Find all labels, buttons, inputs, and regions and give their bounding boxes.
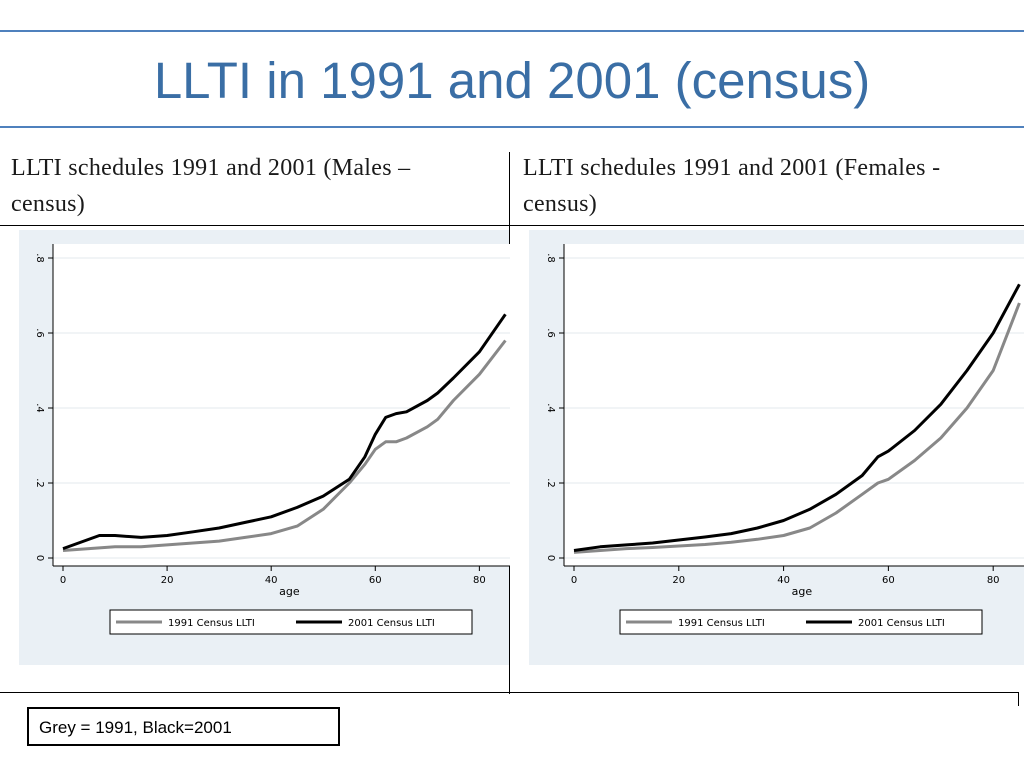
y-tick-label-females-1: .2 bbox=[545, 478, 556, 488]
y-tick-label-females-0: 0 bbox=[545, 555, 556, 561]
slide-title: LLTI in 1991 and 2001 (census) bbox=[153, 52, 871, 109]
legend-box-females bbox=[619, 609, 983, 635]
panel-title-males: LLTI schedules 1991 and 2001 (Males – ce… bbox=[11, 150, 410, 222]
panel-bottom-rule bbox=[0, 692, 1018, 693]
chart-females: 0 .2 .4 .6 .8 0 20 40 60 80 age 1991 Census LLTI 200… bbox=[545, 244, 1024, 635]
y-tick-label-females-2: .4 bbox=[545, 403, 556, 413]
y-tick-label-males-2: .4 bbox=[34, 403, 45, 413]
x-tick-label-males-0: 0 bbox=[60, 575, 66, 586]
title-rule-bottom bbox=[0, 126, 1024, 128]
panel-title-females-line1: LLTI schedules 1991 and 2001 (Females - bbox=[523, 155, 941, 181]
title-rule-top bbox=[0, 30, 1024, 32]
y-tick-label-males-4: .8 bbox=[34, 253, 45, 263]
plot-area-females bbox=[564, 244, 1024, 566]
y-tick-label-males-0: 0 bbox=[34, 555, 45, 561]
panel-divider-horizontal bbox=[0, 225, 1024, 226]
x-tick-label-males-1: 20 bbox=[161, 575, 174, 586]
panel-title-females: LLTI schedules 1991 and 2001 (Females - … bbox=[523, 150, 940, 222]
legend-label-males-1: 2001 Census LLTI bbox=[348, 618, 435, 629]
x-axis-label-males: age bbox=[279, 585, 300, 598]
x-tick-label-females-2: 40 bbox=[777, 575, 790, 586]
panel-title-males-line2: census) bbox=[11, 191, 86, 217]
chart-males: 0 .2 .4 .6 .8 0 20 40 60 80 age 1991 Census LLTI 200… bbox=[34, 244, 510, 635]
x-tick-label-females-4: 80 bbox=[987, 575, 1000, 586]
series-line-females-2001 bbox=[573, 283, 1021, 552]
series-line-males-2001 bbox=[62, 313, 507, 551]
series-line-males-1991 bbox=[62, 339, 507, 552]
legend-box-males bbox=[109, 609, 473, 635]
x-tick-label-females-1: 20 bbox=[672, 575, 685, 586]
y-tick-label-females-4: .8 bbox=[545, 253, 556, 263]
x-tick-label-males-4: 80 bbox=[473, 575, 486, 586]
legend-label-females-0: 1991 Census LLTI bbox=[678, 618, 765, 629]
y-tick-label-females-3: .6 bbox=[545, 328, 556, 338]
legend-label-females-1: 2001 Census LLTI bbox=[858, 618, 945, 629]
y-tick-label-males-3: .6 bbox=[34, 328, 45, 338]
panel-right-tick bbox=[1018, 692, 1019, 706]
y-tick-label-males-1: .2 bbox=[34, 478, 45, 488]
legend-label-males-0: 1991 Census LLTI bbox=[168, 618, 255, 629]
note-box: Grey = 1991, Black=2001 bbox=[27, 707, 340, 746]
x-tick-label-females-3: 60 bbox=[882, 575, 895, 586]
x-tick-label-females-0: 0 bbox=[571, 575, 577, 586]
note-text: Grey = 1991, Black=2001 bbox=[39, 718, 232, 737]
panel-title-males-line1: LLTI schedules 1991 and 2001 (Males – bbox=[11, 155, 411, 181]
series-line-females-1991 bbox=[573, 302, 1021, 554]
plot-area-males bbox=[53, 244, 510, 566]
panel-title-females-line2: census) bbox=[523, 191, 598, 217]
x-axis-label-females: age bbox=[792, 585, 813, 598]
x-tick-label-males-2: 40 bbox=[265, 575, 278, 586]
x-tick-label-males-3: 60 bbox=[369, 575, 382, 586]
